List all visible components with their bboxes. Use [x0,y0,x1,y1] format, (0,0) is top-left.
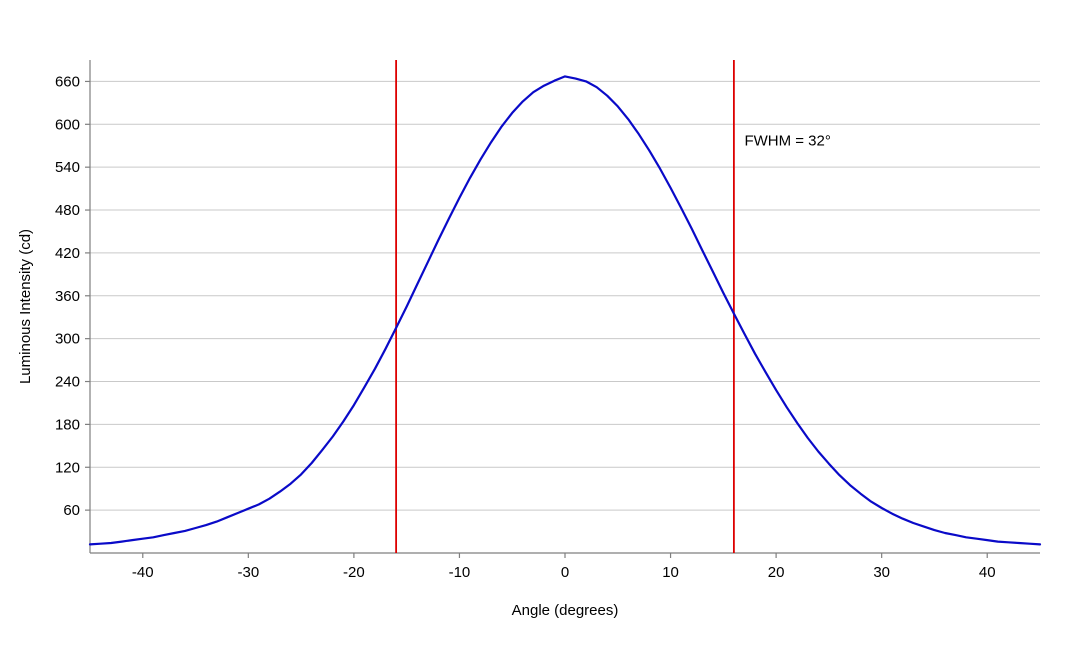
x-tick-label-10: 10 [662,564,679,581]
y-tick-label-660: 660 [55,73,80,90]
y-tick-label-60: 60 [63,502,80,519]
x-axis-title: Angle (degrees) [512,602,619,619]
y-tick-label-600: 600 [55,116,80,133]
y-tick-label-360: 360 [55,288,80,305]
y-tick-label-420: 420 [55,245,80,262]
x-tick-label-30: 30 [873,564,890,581]
fwhm-annotation: FWHM = 32° [744,133,830,150]
x-tick-label-40: 40 [979,564,996,581]
x-tick-label--40: -40 [132,564,154,581]
y-tick-label-120: 120 [55,459,80,476]
x-tick-label-20: 20 [768,564,785,581]
y-tick-label-180: 180 [55,416,80,433]
y-tick-label-540: 540 [55,159,80,176]
x-tick-label--30: -30 [237,564,259,581]
intensity-curve [88,75,1042,546]
y-tick-label-480: 480 [55,202,80,219]
x-tick-label--10: -10 [449,564,471,581]
y-tick-label-300: 300 [55,331,80,348]
y-tick-label-240: 240 [55,374,80,391]
x-tick-label-0: 0 [561,564,569,581]
y-axis-title: Luminous Intensity (cd) [17,229,34,384]
x-tick-label--20: -20 [343,564,365,581]
